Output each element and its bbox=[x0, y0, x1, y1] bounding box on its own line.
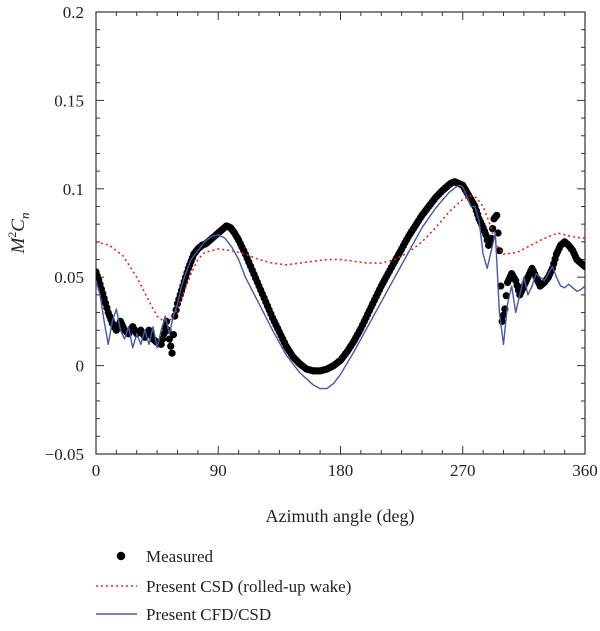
x-tick-label: 0 bbox=[92, 461, 101, 480]
legend-label-csd: Present CSD (rolled-up wake) bbox=[146, 577, 351, 596]
plot-frame bbox=[95, 11, 586, 455]
x-tick-label: 360 bbox=[572, 461, 598, 480]
point-measured bbox=[168, 349, 176, 357]
y-axis-label-var: C bbox=[8, 219, 29, 232]
y-tick-label: 0 bbox=[76, 357, 85, 376]
x-tick-label: 270 bbox=[450, 461, 476, 480]
axis-ticks bbox=[95, 11, 586, 455]
y-tick-label: 0.15 bbox=[54, 91, 84, 110]
y-tick-label: 0.2 bbox=[63, 3, 84, 22]
y-axis-label-base: M bbox=[8, 237, 29, 255]
point-measured bbox=[581, 262, 585, 271]
y-axis-label: M2Cn bbox=[5, 212, 32, 254]
legend: Measured Present CSD (rolled-up wake) Pr… bbox=[96, 547, 351, 624]
point-measured bbox=[497, 282, 505, 290]
point-measured bbox=[489, 224, 497, 233]
x-axis-label: Azimuth angle (deg) bbox=[266, 506, 415, 527]
x-tick-label: 90 bbox=[210, 461, 227, 480]
y-axis-label-sup: 2 bbox=[5, 232, 19, 238]
legend-label-cfd: Present CFD/CSD bbox=[146, 605, 271, 624]
legend-label-measured: Measured bbox=[146, 547, 214, 566]
point-measured bbox=[169, 331, 178, 339]
y-tick-label: 0.05 bbox=[54, 268, 84, 287]
y-tick-labels: −0.05 0 0.05 0.1 0.15 0.2 bbox=[45, 3, 84, 464]
line-present-csd bbox=[96, 195, 585, 323]
x-tick-label: 180 bbox=[328, 461, 354, 480]
legend-marker-measured bbox=[116, 551, 126, 561]
y-tick-label: 0.1 bbox=[63, 180, 84, 199]
point-measured bbox=[493, 211, 501, 219]
point-measured bbox=[494, 229, 502, 237]
line-present-cfd-csd bbox=[96, 184, 585, 390]
point-measured bbox=[502, 292, 510, 300]
point-measured bbox=[499, 311, 508, 319]
y-tick-label: −0.05 bbox=[45, 445, 84, 464]
series-group bbox=[96, 178, 585, 390]
point-measured bbox=[495, 247, 504, 255]
x-tick-labels: 0 90 180 270 360 bbox=[92, 461, 598, 480]
point-measured bbox=[167, 342, 175, 350]
y-axis-label-sub: n bbox=[17, 212, 32, 219]
